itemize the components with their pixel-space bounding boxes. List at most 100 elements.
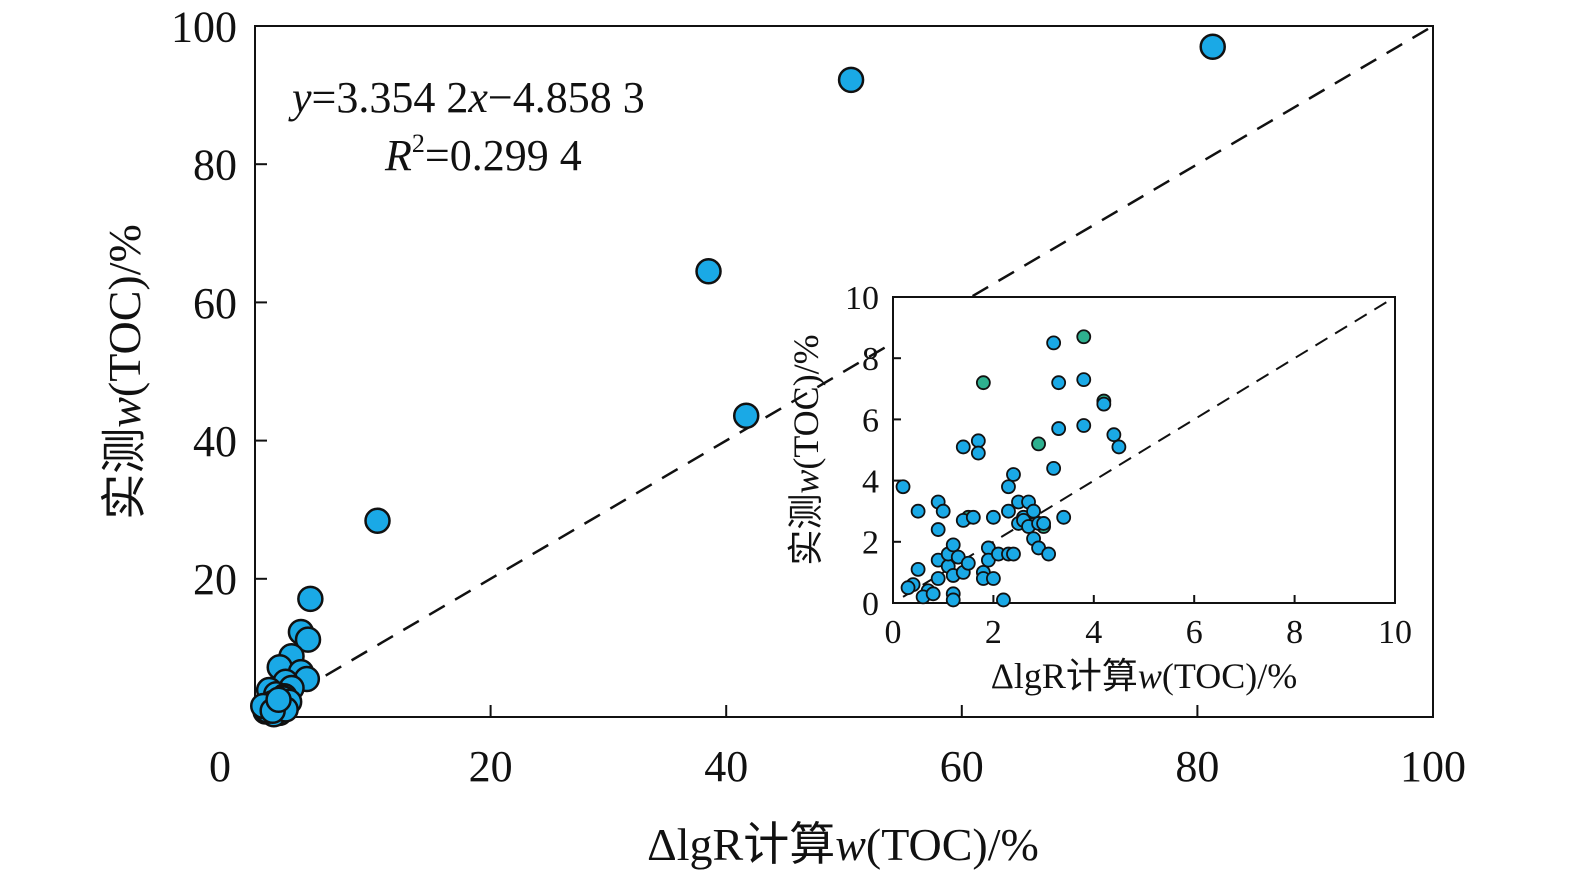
inset-x-tick-label: 4 (1085, 614, 1102, 651)
main-x-tick-label: 80 (1175, 742, 1219, 791)
inset-xlabel-var: w (1138, 656, 1162, 696)
main-y-tick-label: 20 (193, 555, 237, 604)
inset-data-point (1111, 439, 1127, 455)
inset-x-tick-label: 8 (1286, 614, 1303, 651)
inset-data-point (945, 592, 961, 608)
inset-data-point (1001, 479, 1016, 495)
main-xlabel-var: w (835, 819, 866, 870)
main-data-point (364, 507, 391, 535)
inset-x-tick-label: 6 (1186, 614, 1203, 651)
inset-data-point (1026, 503, 1041, 519)
inset-data-point (1096, 396, 1112, 412)
main-plot-frame (254, 25, 1434, 718)
main-ylabel-prefix: 实测 (99, 428, 150, 520)
inset-data-point (930, 522, 946, 537)
inset-data-point (910, 503, 926, 519)
main-x-tick-label: 60 (940, 742, 984, 791)
eq-part2: −4.858 3 (488, 73, 645, 122)
main-ylabel-suffix: (TOC)/% (99, 224, 150, 397)
main-y-tick-label: 40 (193, 417, 237, 466)
inset-ylabel-var: w (786, 470, 826, 494)
main-y-tick-label: 100 (171, 2, 237, 51)
main-points-group (249, 33, 1226, 728)
main-x-tick-label: 100 (1400, 742, 1466, 791)
inset-x-tick-label: 2 (985, 614, 1002, 651)
inset-y-tick-label: 4 (862, 464, 879, 501)
main-x-tick-label: 40 (704, 742, 748, 791)
r2-sup: 2 (412, 129, 425, 158)
inset-data-point (996, 592, 1011, 608)
inset-ylabel-prefix: 实测 (786, 494, 826, 566)
inset-data-point (1076, 418, 1092, 433)
inset-y-tick-label: 10 (845, 280, 879, 317)
main-xlabel-prefix: ΔlgR计算 (647, 819, 835, 870)
main-xlabel-suffix: (TOC)/% (866, 819, 1039, 870)
r2-value: =0.299 4 (425, 131, 582, 180)
main-data-point (265, 686, 292, 713)
inset-data-point (910, 561, 926, 577)
inset-data-point (1006, 467, 1021, 482)
inset-data-point (986, 509, 1001, 525)
main-fit-line (325, 24, 1434, 677)
eq-x: x (467, 73, 488, 122)
inset-data-point (965, 509, 981, 525)
inset-data-point (935, 503, 951, 519)
inset-y-ticks: 0 2 4 6 8 10 (845, 280, 901, 623)
inset-data-point (1051, 375, 1067, 391)
r-squared: R2=0.299 4 (384, 129, 582, 180)
inset-y-tick-label: 2 (862, 525, 879, 562)
eq-part1: =3.354 2 (312, 73, 469, 122)
inset-data-point (1036, 516, 1051, 531)
inset-data-point (1046, 335, 1062, 351)
main-x-tick-label: 20 (469, 742, 513, 791)
inset-data-point (960, 555, 976, 571)
inset-data-point (1106, 427, 1122, 443)
inset-data-point (1076, 329, 1092, 345)
main-y-ticks: 20 40 60 80 100 (171, 2, 267, 604)
inset-data-point (1041, 546, 1057, 562)
main-ylabel-var: w (99, 397, 150, 428)
inset-x-axis-label: ΔlgR计算w(TOC)/% (991, 656, 1298, 696)
inset-data-point (970, 433, 986, 449)
inset-x-tick-label: 0 (885, 614, 902, 651)
inset-data-point (975, 375, 991, 391)
inset-ylabel-suffix: (TOC)/% (786, 334, 826, 469)
inset-y-tick-label: 6 (862, 402, 879, 439)
inset-data-point (930, 571, 946, 586)
inset-y-tick-label: 0 (862, 586, 879, 623)
inset-data-point (900, 580, 916, 596)
main-x-ticks: 0 20 40 60 80 100 (209, 705, 1466, 791)
inset-data-point (925, 586, 941, 602)
inset-data-point (1056, 509, 1072, 525)
inset-x-tick-label: 10 (1378, 614, 1412, 651)
main-data-point (294, 626, 322, 653)
inset-xlabel-prefix: ΔlgR计算 (991, 656, 1138, 696)
inset-data-point (1031, 436, 1046, 452)
inset-points-group (895, 329, 1127, 608)
inset-data-point (1046, 460, 1062, 476)
main-data-point (837, 66, 865, 94)
main-data-point (1199, 33, 1226, 60)
inset-data-point (970, 445, 986, 461)
main-data-point (732, 402, 760, 429)
inset-data-point (1006, 546, 1021, 562)
main-x-axis-label: ΔlgR计算w(TOC)/% (647, 819, 1039, 870)
inset-data-point (1051, 421, 1067, 436)
main-y-tick-label: 80 (193, 141, 237, 190)
main-y-axis-label: 实测w(TOC)/% (99, 224, 150, 520)
main-data-point (695, 258, 722, 285)
regression-equation: y=3.354 2x−4.858 3 (288, 73, 645, 122)
inset-data-point (986, 571, 1001, 586)
inset-data-point (1076, 372, 1092, 388)
inset-y-axis-label: 实测w(TOC)/% (786, 334, 826, 565)
main-data-point (297, 585, 324, 613)
inset-y-tick-label: 8 (862, 341, 879, 378)
inset-data-point (945, 537, 961, 553)
main-x-tick-label: 0 (209, 742, 231, 791)
main-y-tick-label: 60 (193, 279, 237, 328)
inset-data-point (1001, 503, 1016, 519)
inset-xlabel-suffix: (TOC)/% (1162, 656, 1297, 696)
